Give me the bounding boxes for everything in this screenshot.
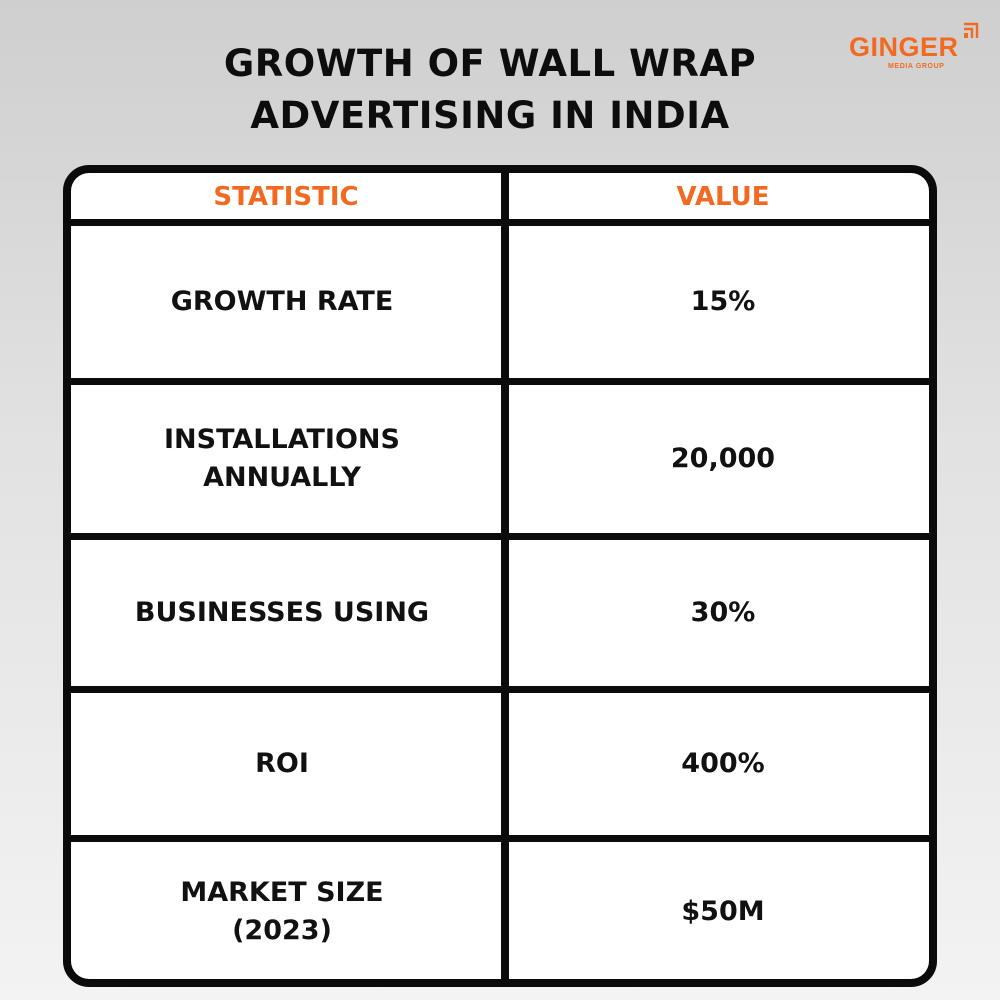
row-1-statistic: GROWTH RATE	[71, 226, 501, 378]
header-statistic: STATISTIC	[71, 173, 501, 219]
ginger-media-group-logo: GINGER MEDIA GROUP	[846, 18, 986, 78]
row-2-value: 20,000	[509, 385, 929, 533]
row-3-statistic-text: BUSINESSES USING	[134, 597, 430, 628]
row-4-statistic-text: ROI	[255, 748, 309, 779]
row-3-statistic: BUSINESSES USING	[71, 540, 501, 686]
row-2-statistic: INSTALLATIONS ANNUALLY	[71, 385, 501, 533]
row-4-statistic: ROI	[71, 693, 501, 835]
header-value: VALUE	[509, 173, 929, 219]
page-title-line-1: GROWTH OF WALL WRAP	[223, 42, 757, 85]
row-3-value: 30%	[509, 540, 929, 686]
logo-subtitle: MEDIA GROUP	[888, 63, 945, 70]
row-2-statistic-text: INSTALLATIONS ANNUALLY	[164, 424, 400, 493]
signal-bars-icon	[964, 22, 979, 38]
row-1-statistic-text: GROWTH RATE	[170, 286, 394, 317]
statistics-table: STATISTIC VALUE GROWTH RATE 15% INSTALLA…	[63, 165, 937, 987]
logo-wordmark: GINGER	[849, 32, 959, 62]
row-5-statistic: MARKET SIZE (2023)	[71, 842, 501, 979]
row-5-statistic-text: MARKET SIZE (2023)	[180, 877, 384, 946]
row-1-value: 15%	[509, 226, 929, 378]
row-4-value: 400%	[509, 693, 929, 835]
row-5-value: $50M	[509, 842, 929, 979]
page-title: GROWTH OF WALL WRAP ADVERTISING IN INDIA	[100, 38, 880, 142]
page-title-line-2: ADVERTISING IN INDIA	[250, 94, 730, 137]
